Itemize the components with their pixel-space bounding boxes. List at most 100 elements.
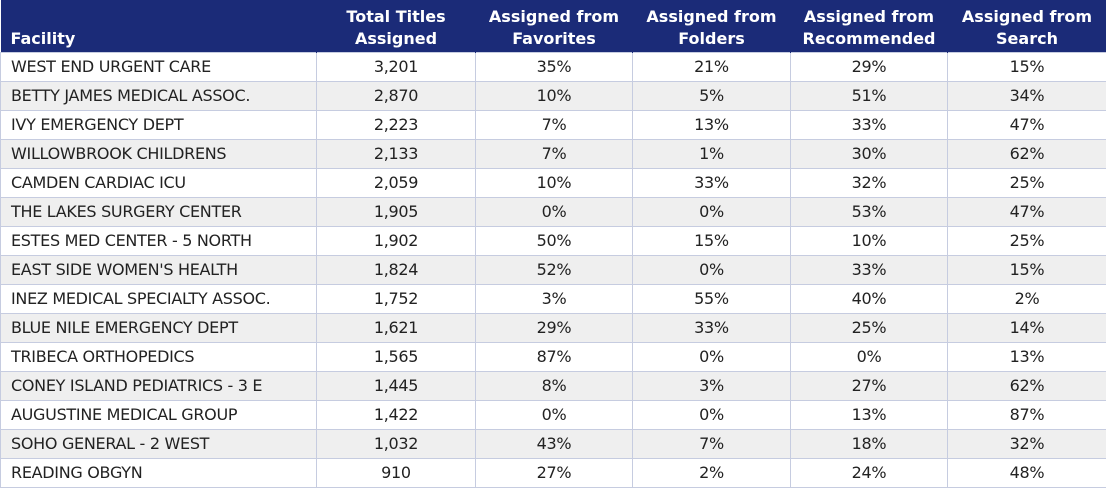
- value-cell: 33%: [632, 312, 791, 343]
- value-cell: 43%: [475, 428, 633, 459]
- table-row: WILLOWBROOK CHILDRENS 2,133 7% 1% 30% 62%: [0, 138, 1106, 169]
- value-cell: 25%: [790, 312, 948, 343]
- value-cell: 0%: [632, 196, 791, 227]
- value-cell: 51%: [790, 80, 948, 111]
- header-cell: Assigned from Recommended: [790, 0, 948, 52]
- value-cell: 10%: [475, 167, 633, 198]
- value-cell: 7%: [475, 109, 633, 140]
- value-cell: 0%: [475, 399, 633, 430]
- value-cell: 2,133: [316, 138, 476, 169]
- value-cell: 21%: [632, 51, 791, 82]
- value-cell: 2,870: [316, 80, 476, 111]
- value-cell: 10%: [475, 80, 633, 111]
- value-cell: 40%: [790, 283, 948, 314]
- facility-cell: ESTES MED CENTER - 5 NORTH: [0, 225, 317, 256]
- value-cell: 0%: [790, 341, 948, 372]
- value-cell: 3%: [632, 370, 791, 401]
- facility-cell: SOHO GENERAL - 2 WEST: [0, 428, 317, 459]
- table-row: CAMDEN CARDIAC ICU 2,059 10% 33% 32% 25%: [0, 167, 1106, 198]
- table-row: EAST SIDE WOMEN'S HEALTH 1,824 52% 0% 33% 15%: [0, 254, 1106, 285]
- value-cell: 48%: [947, 457, 1106, 488]
- value-cell: 27%: [475, 457, 633, 488]
- value-cell: 2,059: [316, 167, 476, 198]
- value-cell: 25%: [947, 225, 1106, 256]
- value-cell: 0%: [632, 254, 791, 285]
- value-cell: 910: [316, 457, 476, 488]
- value-cell: 52%: [475, 254, 633, 285]
- table-row: IVY EMERGENCY DEPT 2,223 7% 13% 33% 47%: [0, 109, 1106, 140]
- value-cell: 1,445: [316, 370, 476, 401]
- value-cell: 2,223: [316, 109, 476, 140]
- value-cell: 32%: [947, 428, 1106, 459]
- value-cell: 29%: [475, 312, 633, 343]
- value-cell: 5%: [632, 80, 791, 111]
- table-row: CONEY ISLAND PEDIATRICS - 3 E 1,445 8% 3% 27…: [0, 370, 1106, 401]
- value-cell: 1,032: [316, 428, 476, 459]
- value-cell: 3,201: [316, 51, 476, 82]
- value-cell: 33%: [790, 254, 948, 285]
- value-cell: 87%: [947, 399, 1106, 430]
- facility-cell: CONEY ISLAND PEDIATRICS - 3 E: [0, 370, 317, 401]
- value-cell: 32%: [790, 167, 948, 198]
- value-cell: 0%: [475, 196, 633, 227]
- facility-cell: THE LAKES SURGERY CENTER: [0, 196, 317, 227]
- table-row: BLUE NILE EMERGENCY DEPT 1,621 29% 33% 25% 14…: [0, 312, 1106, 343]
- value-cell: 30%: [790, 138, 948, 169]
- value-cell: 27%: [790, 370, 948, 401]
- value-cell: 35%: [475, 51, 633, 82]
- value-cell: 62%: [947, 370, 1106, 401]
- header-cell: Assigned from Favorites: [475, 0, 633, 52]
- value-cell: 2%: [632, 457, 791, 488]
- value-cell: 47%: [947, 196, 1106, 227]
- table-row: AUGUSTINE MEDICAL GROUP 1,422 0% 0% 13% 87%: [0, 399, 1106, 430]
- facility-cell: IVY EMERGENCY DEPT: [0, 109, 317, 140]
- header-cell: Assigned from Folders: [632, 0, 791, 52]
- value-cell: 1%: [632, 138, 791, 169]
- facility-cell: BLUE NILE EMERGENCY DEPT: [0, 312, 317, 343]
- value-cell: 33%: [790, 109, 948, 140]
- value-cell: 7%: [632, 428, 791, 459]
- table-row: THE LAKES SURGERY CENTER 1,905 0% 0% 53% 47%: [0, 196, 1106, 227]
- value-cell: 8%: [475, 370, 633, 401]
- value-cell: 7%: [475, 138, 633, 169]
- value-cell: 1,752: [316, 283, 476, 314]
- facility-cell: WILLOWBROOK CHILDRENS: [0, 138, 317, 169]
- table-header: Facility Total Titles Assigned Assigned fr…: [0, 0, 1106, 52]
- value-cell: 1,422: [316, 399, 476, 430]
- header-row: Facility Total Titles Assigned Assigned fr…: [0, 0, 1106, 52]
- table-row: TRIBECA ORTHOPEDICS 1,565 87% 0% 0% 13%: [0, 341, 1106, 372]
- value-cell: 13%: [790, 399, 948, 430]
- value-cell: 15%: [947, 254, 1106, 285]
- value-cell: 24%: [790, 457, 948, 488]
- value-cell: 1,902: [316, 225, 476, 256]
- facility-cell: EAST SIDE WOMEN'S HEALTH: [0, 254, 317, 285]
- value-cell: 25%: [947, 167, 1106, 198]
- value-cell: 0%: [632, 399, 791, 430]
- value-cell: 1,621: [316, 312, 476, 343]
- value-cell: 47%: [947, 109, 1106, 140]
- facility-cell: BETTY JAMES MEDICAL ASSOC.: [0, 80, 317, 111]
- facility-cell: TRIBECA ORTHOPEDICS: [0, 341, 317, 372]
- value-cell: 87%: [475, 341, 633, 372]
- value-cell: 14%: [947, 312, 1106, 343]
- header-cell: Assigned from Search: [947, 0, 1106, 52]
- table-row: BETTY JAMES MEDICAL ASSOC. 2,870 10% 5% 51% 3…: [0, 80, 1106, 111]
- value-cell: 3%: [475, 283, 633, 314]
- value-cell: 33%: [632, 167, 791, 198]
- value-cell: 10%: [790, 225, 948, 256]
- value-cell: 62%: [947, 138, 1106, 169]
- value-cell: 1,824: [316, 254, 476, 285]
- header-cell: Total Titles Assigned: [316, 0, 476, 52]
- table-row: ESTES MED CENTER - 5 NORTH 1,902 50% 15% 10%…: [0, 225, 1106, 256]
- value-cell: 13%: [632, 109, 791, 140]
- table-row: SOHO GENERAL - 2 WEST 1,032 43% 7% 18% 32%: [0, 428, 1106, 459]
- table-row: WEST END URGENT CARE 3,201 35% 21% 29% 15%: [0, 51, 1106, 82]
- table-row: READING OBGYN 910 27% 2% 24% 48%: [0, 457, 1106, 488]
- value-cell: 55%: [632, 283, 791, 314]
- table-body: WEST END URGENT CARE 3,201 35% 21% 29% 15% BET…: [0, 51, 1106, 488]
- value-cell: 29%: [790, 51, 948, 82]
- facility-cell: READING OBGYN: [0, 457, 317, 488]
- value-cell: 15%: [947, 51, 1106, 82]
